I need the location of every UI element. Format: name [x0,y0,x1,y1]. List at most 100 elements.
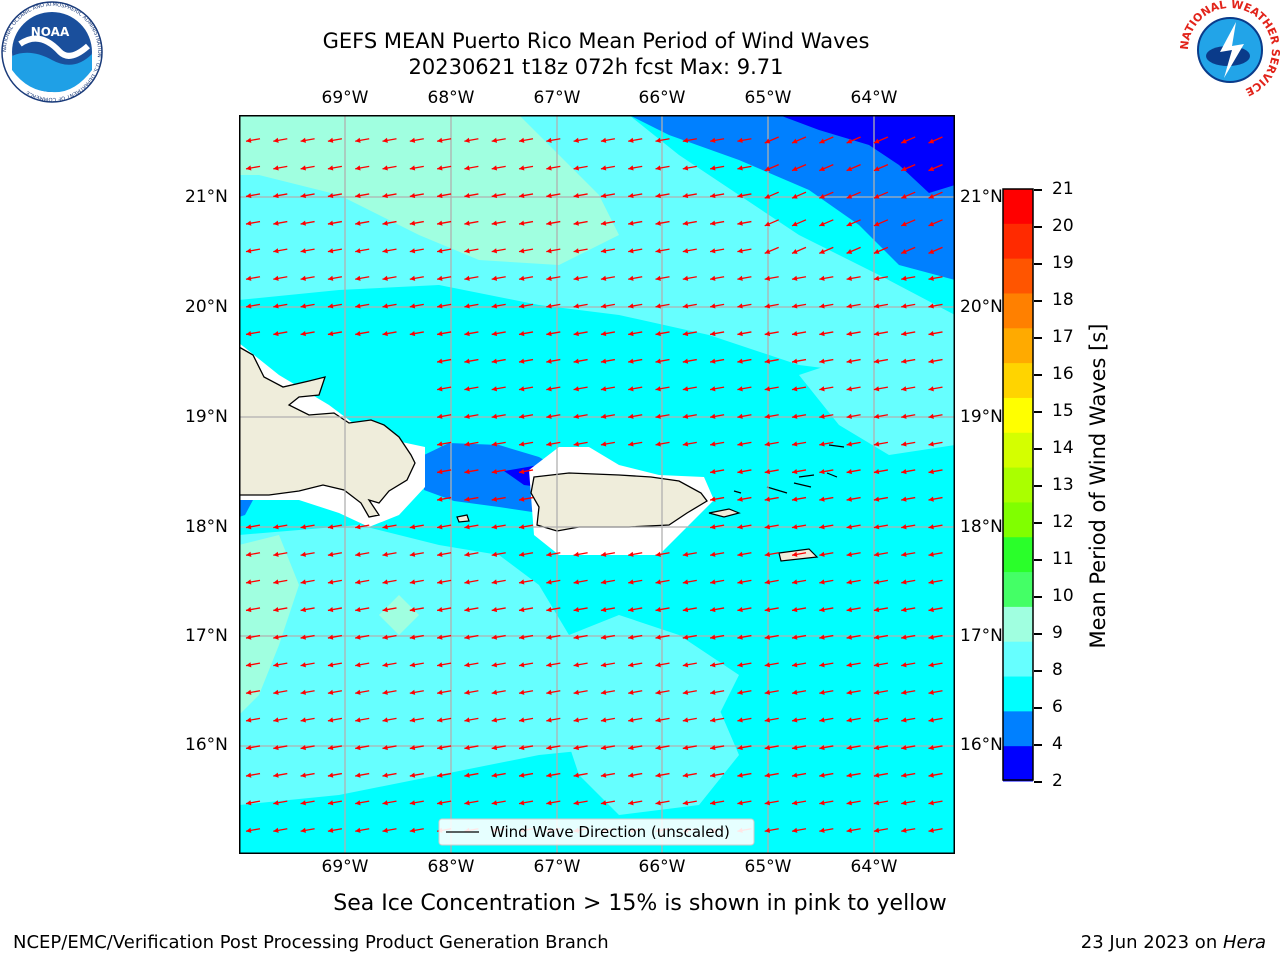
wind-wave-arrow [546,413,561,419]
wind-wave-arrow [436,275,452,281]
wind-wave-arrow [273,717,288,723]
wind-wave-arrow [355,193,370,199]
lon-label-bottom-68w: 68°W [427,857,475,877]
wind-wave-arrow [245,248,261,254]
wind-wave-arrow [764,607,779,613]
wind-wave-arrow [273,662,288,668]
colorbar-tick-mark [1034,781,1042,783]
wind-wave-arrow [464,331,479,337]
wind-wave-arrow [245,275,261,281]
colorbar-segment [1003,746,1033,782]
colorbar-tick-mark [1034,522,1042,524]
colorbar-segment [1003,223,1033,260]
colorbar-tick-label: 11 [1052,549,1074,569]
wind-wave-arrow [764,827,779,833]
wind-wave-arrow [628,193,643,199]
wind-wave-arrow [873,607,889,613]
lat-label-right-20n: 20°N [960,297,1003,317]
wind-wave-arrow [300,579,315,585]
wind-wave-arrow [273,551,288,557]
wind-wave-arrow [409,579,424,585]
wind-wave-arrow [491,551,506,557]
wind-wave-arrow [573,358,588,364]
wind-wave-arrow [546,745,561,751]
wind-wave-arrow [327,193,343,199]
wind-wave-arrow [355,165,370,171]
wind-wave-arrow [682,717,697,723]
wind-wave-arrow [409,331,424,337]
wind-wave-arrow [436,165,452,171]
wind-wave-arrow [628,275,643,281]
wind-wave-arrow [764,662,779,668]
colorbar-segment [1003,676,1033,712]
colorbar-tick-label: 19 [1052,253,1074,273]
wind-wave-arrow [791,634,807,640]
colorbar-segment [1003,189,1033,225]
wind-wave-arrow [382,745,397,751]
wind-wave-arrow [464,745,479,751]
wind-wave-arrow [628,413,643,419]
wind-wave-arrow [873,191,889,199]
wind-wave-arrow [819,303,834,309]
wind-wave-arrow [900,164,916,172]
wind-wave-arrow [737,634,752,640]
nws-logo: NATIONAL WEATHER SERVICE [1180,0,1280,98]
wind-wave-arrow [300,607,315,613]
colorbar-segment [1003,537,1033,573]
lat-label-right-19n: 19°N [960,407,1003,427]
wind-wave-arrow [464,551,479,557]
wind-wave-arrow [300,800,315,806]
wind-wave-arrow [518,331,534,337]
wind-wave-arrow [791,303,807,309]
wind-wave-arrow [901,689,916,695]
wind-wave-arrow [491,745,506,751]
colorbar-tick-label: 20 [1052,216,1074,236]
wind-wave-arrow [518,386,534,392]
wind-wave-arrow [764,551,779,557]
colorbar-tick-label: 4 [1052,734,1063,754]
wind-wave-arrow [901,827,916,833]
wind-wave-arrow [846,441,861,447]
wind-wave-arrow [791,745,807,751]
wind-wave-arrow [709,413,725,419]
wind-wave-arrow [327,275,343,281]
wind-wave-arrow [764,413,779,419]
lat-label-left-16n: 16°N [185,735,228,755]
wind-wave-arrow [273,303,288,309]
colorbar-segment [1003,293,1033,329]
wind-wave-arrow [628,220,643,226]
wind-wave-arrow [436,469,452,475]
colorbar-tick-label: 14 [1052,438,1074,458]
wind-wave-arrow [682,772,697,778]
wind-wave-arrow [873,496,889,502]
wind-wave-arrow [382,248,397,254]
wind-wave-arrow [791,469,807,475]
wind-wave-arrow [737,717,752,723]
wind-wave-arrow [300,137,315,143]
wind-wave-arrow [819,441,834,447]
wind-wave-arrow [901,579,916,585]
wind-wave-arrow [273,745,288,751]
wind-wave-arrow [655,193,670,199]
footer-right: 23 Jun 2023 on Hera [1081,932,1266,953]
lat-label-left-20n: 20°N [185,297,228,317]
wind-wave-arrow [628,165,643,171]
wind-wave-arrow [901,662,916,668]
wind-wave-arrow [436,386,452,392]
colorbar-segment [1003,363,1033,399]
wind-wave-arrow [491,165,506,171]
wind-wave-arrow [791,191,807,199]
wind-wave-arrow [436,358,452,364]
wind-wave-arrow [737,441,752,447]
footer-date: 23 Jun 2023 on [1080,932,1223,953]
wind-wave-arrow [819,275,834,281]
wind-wave-arrow [737,331,752,337]
wind-wave-arrow [873,469,889,475]
wind-wave-arrow [573,772,588,778]
wind-wave-arrow [709,772,725,778]
wind-wave-arrow [655,551,670,557]
wind-wave-arrow [382,165,397,171]
wind-wave-arrow [655,386,670,392]
wind-wave-arrow [327,331,343,337]
wind-wave-arrow [682,745,697,751]
